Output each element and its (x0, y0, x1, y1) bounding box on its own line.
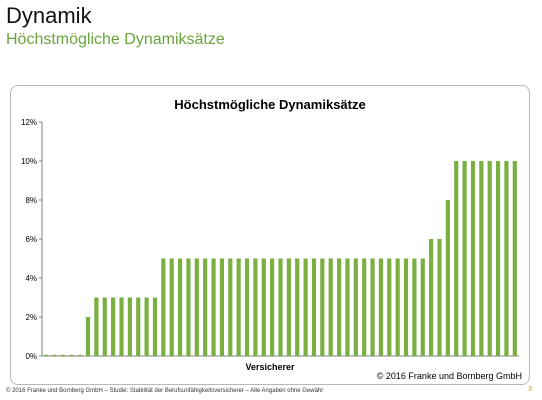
bar (412, 258, 417, 356)
y-tick-label: 0% (25, 352, 37, 361)
bar (454, 161, 459, 356)
page-number: 3 (528, 386, 532, 393)
chart-container: Höchstmögliche Dynamiksätze 0% 2% 4% 6% 8% 10… (10, 85, 530, 385)
bar (420, 258, 425, 356)
slide-subtitle: Höchstmögliche Dynamiksätze (6, 31, 225, 48)
bar (144, 297, 149, 356)
chart-title: Höchstmögliche Dynamiksätze (174, 97, 365, 112)
y-tick-label: 12% (21, 118, 37, 127)
bar (152, 297, 158, 356)
bar (362, 258, 367, 356)
bar (161, 258, 166, 356)
bar (186, 258, 191, 356)
bar (69, 354, 74, 356)
bar (387, 258, 392, 356)
y-tick-label: 6% (25, 235, 37, 244)
y-tick-label: 8% (25, 196, 37, 205)
bar (295, 258, 300, 356)
bar (470, 161, 476, 356)
y-tick-label: 4% (25, 274, 37, 283)
bar (353, 258, 358, 356)
bar (60, 354, 66, 356)
bar (479, 161, 484, 356)
bar (462, 161, 467, 356)
bar (194, 258, 199, 356)
bar (270, 258, 275, 356)
bar (77, 354, 82, 356)
slide-title: Dynamik (6, 3, 92, 28)
y-tick-label: 2% (25, 313, 37, 322)
bar (85, 317, 91, 356)
bar (261, 258, 266, 356)
bar (320, 258, 325, 356)
bar (336, 258, 342, 356)
bar (236, 258, 241, 356)
y-axis-ticks: 0% 2% 4% 6% 8% 10% 12% (21, 118, 42, 361)
footer-disclaimer: © 2016 Franke und Bornberg GmbH – Studie… (6, 388, 324, 394)
bar (219, 258, 225, 356)
dynamik-bar-chart: Höchstmögliche Dynamiksätze 0% 2% 4% 6% 8% 10… (21, 97, 522, 381)
bar (278, 258, 283, 356)
bar (495, 161, 501, 356)
bar (403, 258, 409, 356)
copyright-annotation: © 2016 Franke und Bornberg GmbH (377, 371, 522, 381)
bar (203, 258, 208, 356)
bar (395, 258, 400, 356)
bar (286, 258, 291, 356)
bar (127, 297, 132, 356)
bar (303, 258, 308, 356)
bar (244, 258, 250, 356)
bar (487, 161, 492, 356)
bar (429, 239, 434, 356)
bar (445, 200, 450, 356)
bar (94, 297, 99, 356)
bar (512, 161, 517, 356)
bar (378, 258, 384, 356)
bar (111, 297, 116, 356)
bar (119, 297, 124, 356)
x-axis-label: Versicherer (245, 362, 295, 372)
bar (52, 354, 57, 356)
bar (370, 258, 375, 356)
bar (211, 258, 216, 356)
y-tick-label: 10% (21, 157, 37, 166)
bar (102, 297, 107, 356)
bar (177, 258, 183, 356)
bar (228, 258, 233, 356)
bar (44, 354, 49, 356)
bar (253, 258, 258, 356)
bar (136, 297, 141, 356)
bar (328, 258, 333, 356)
bar (169, 258, 174, 356)
bar (345, 258, 350, 356)
bar (504, 161, 509, 356)
bar (311, 258, 317, 356)
bar (437, 239, 442, 356)
bars-group (44, 161, 517, 356)
